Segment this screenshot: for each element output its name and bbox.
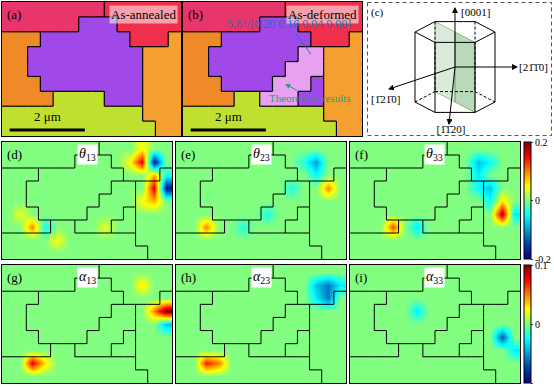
svg-text:α​23​: α​23​: [253, 269, 270, 286]
svg-text:[21̄1̄0]: [21̄1̄0]: [519, 61, 548, 73]
svg-text:[1̄21̄0]: [1̄21̄0]: [371, 93, 400, 105]
svg-text:α​33​: α​33​: [426, 269, 443, 286]
svg-text:2 μm: 2 μm: [34, 109, 61, 124]
svg-text:(g): (g): [7, 270, 22, 285]
svg-text:[1̄1̄20]: [1̄1̄20]: [437, 123, 466, 135]
svg-text:(c): (c): [371, 6, 384, 19]
svg-text:(f): (f): [355, 147, 368, 162]
svg-text:θ​23​: θ​23​: [253, 146, 270, 163]
svg-text:(i): (i): [355, 270, 367, 285]
svg-text:2 μm: 2 μm: [215, 109, 242, 124]
svg-text:0: 0: [535, 319, 540, 330]
svg-text:(e): (e): [181, 147, 195, 162]
svg-text:As-annealed: As-annealed: [111, 7, 176, 22]
svg-text:-0.2: -0.2: [535, 254, 551, 265]
svg-text:0: 0: [535, 195, 540, 206]
svg-text:α​13​: α​13​: [79, 269, 96, 286]
svg-text:Theoretical results: Theoretical results: [269, 92, 351, 104]
svg-text:(h): (h): [181, 270, 196, 285]
svg-text:(d): (d): [7, 147, 22, 162]
svg-text:5.6°/[0.20 0.16 0.04 0.00]: 5.6°/[0.20 0.16 0.04 0.00]: [227, 17, 351, 31]
svg-text:As-deformed: As-deformed: [288, 7, 357, 22]
svg-text:0.1: 0.1: [535, 260, 548, 271]
svg-text:0.2: 0.2: [535, 137, 548, 148]
svg-text:θ​13​: θ​13​: [79, 146, 96, 163]
svg-text:(b): (b): [188, 7, 203, 22]
svg-text:θ​33​: θ​33​: [426, 146, 443, 163]
svg-text:(a): (a): [7, 7, 21, 22]
svg-text:[0001]: [0001]: [461, 6, 490, 18]
